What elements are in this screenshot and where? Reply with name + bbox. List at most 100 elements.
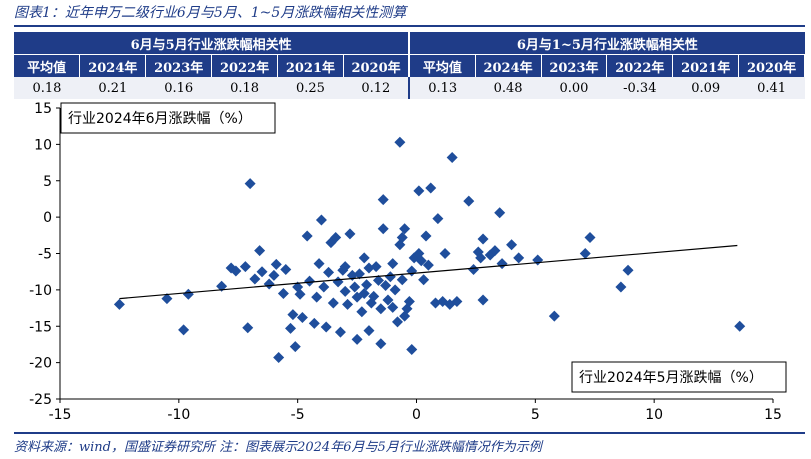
y-tick-label: -10 bbox=[29, 283, 52, 299]
scatter-point bbox=[358, 252, 370, 264]
scatter-point bbox=[439, 248, 451, 259]
figure-title: 图表1：近年申万二级行业6月与5月、1~5月涨跌幅相关性测算 bbox=[14, 5, 407, 21]
scatter-point bbox=[353, 268, 365, 280]
scatter-point bbox=[239, 261, 251, 273]
scatter-points bbox=[113, 136, 746, 364]
scatter-point bbox=[387, 258, 399, 270]
scatter-point bbox=[113, 298, 125, 310]
table-cell: 0.13 bbox=[408, 77, 476, 99]
scatter-point bbox=[339, 285, 351, 297]
group-header-may: 6月与5月行业涨跌幅相关性 bbox=[14, 32, 410, 55]
scatter-point bbox=[734, 320, 746, 332]
scatter-point bbox=[337, 264, 349, 276]
scatter-point bbox=[451, 296, 463, 308]
y-tick-label: 10 bbox=[34, 137, 52, 153]
scatter-point bbox=[339, 261, 351, 273]
scatter-point bbox=[361, 279, 373, 291]
scatter-point bbox=[304, 275, 316, 287]
scatter-point bbox=[342, 298, 354, 310]
table-value-row: 0.18 0.21 0.16 0.18 0.25 0.12 0.13 0.48 … bbox=[14, 77, 805, 99]
scatter-point bbox=[346, 269, 358, 281]
scatter-point bbox=[391, 316, 403, 328]
scatter-point bbox=[396, 231, 408, 243]
col-header: 2021年 bbox=[672, 54, 740, 77]
x-tick-label: 0 bbox=[412, 407, 421, 423]
scatter-point bbox=[494, 207, 506, 219]
table-cell: 0.18 bbox=[14, 77, 80, 99]
col-header: 2024年 bbox=[475, 54, 542, 77]
table-cell: 0.48 bbox=[475, 77, 541, 99]
trend-line bbox=[119, 244, 738, 300]
scatter-point bbox=[387, 301, 399, 313]
scatter-point bbox=[579, 248, 591, 259]
source-note: 资料来源：wind，国盛证券研究所 注：图表展示2024年6月与5月行业涨跌幅情… bbox=[14, 440, 542, 455]
scatter-point bbox=[415, 255, 427, 267]
correlation-table: 6月与5月行业涨跌幅相关性 6月与1~5月行业涨跌幅相关性 平均值 2024年 … bbox=[14, 32, 805, 99]
y-tick-label: 15 bbox=[34, 101, 52, 117]
scatter-point bbox=[178, 324, 190, 336]
scatter-point bbox=[363, 325, 375, 337]
scatter-point bbox=[396, 274, 408, 286]
scatter-point bbox=[349, 281, 361, 293]
table-cell: 0.00 bbox=[541, 77, 607, 99]
scatter-point bbox=[285, 322, 297, 334]
scatter-point bbox=[430, 297, 442, 309]
scatter-point bbox=[413, 185, 425, 197]
scatter-point bbox=[368, 290, 380, 302]
scatter-point bbox=[477, 233, 489, 245]
scatter-point bbox=[244, 178, 256, 190]
scatter-point bbox=[380, 280, 392, 292]
scatter-point bbox=[444, 298, 456, 310]
scatter-point bbox=[406, 265, 418, 277]
table-cell: 0.12 bbox=[343, 77, 410, 99]
scatter-point bbox=[432, 213, 444, 225]
y-tick-label: 0 bbox=[43, 210, 52, 226]
scatter-point bbox=[320, 321, 332, 333]
scatter-point bbox=[358, 288, 370, 300]
scatter-point bbox=[182, 288, 194, 300]
scatter-point bbox=[327, 297, 339, 309]
col-header: 2021年 bbox=[277, 54, 344, 77]
y-tick-label: -25 bbox=[29, 392, 52, 408]
table-cell: 0.09 bbox=[672, 77, 739, 99]
y-tick-label: 5 bbox=[43, 174, 52, 190]
scatter-point bbox=[313, 258, 325, 270]
y-tick-label: -5 bbox=[38, 247, 52, 263]
scatter-point bbox=[270, 258, 282, 270]
scatter-point bbox=[489, 245, 501, 257]
table-cell: 0.18 bbox=[211, 77, 278, 99]
scatter-point bbox=[356, 306, 368, 318]
scatter-point bbox=[389, 284, 401, 296]
y-axis-label: 行业2024年6月涨跌幅（%） bbox=[68, 111, 252, 127]
scatter-point bbox=[468, 264, 480, 276]
table-cell: -0.34 bbox=[606, 77, 673, 99]
scatter-point bbox=[584, 231, 596, 243]
scatter-point bbox=[254, 245, 266, 257]
scatter-point bbox=[230, 265, 242, 277]
scatter-point bbox=[323, 266, 335, 278]
scatter-point bbox=[506, 239, 518, 251]
scatter-point bbox=[334, 326, 346, 338]
scatter-point bbox=[308, 317, 320, 329]
table-group-header-row: 6月与5月行业涨跌幅相关性 6月与1~5月行业涨跌幅相关性 bbox=[14, 32, 805, 55]
col-header: 2023年 bbox=[541, 54, 608, 77]
scatter-point bbox=[496, 258, 508, 270]
scatter-point bbox=[475, 252, 487, 264]
scatter-point bbox=[463, 195, 475, 207]
scatter-point bbox=[403, 296, 415, 308]
scatter-point bbox=[394, 136, 406, 148]
x-tick-label: -5 bbox=[291, 407, 305, 423]
scatter-point bbox=[311, 291, 323, 303]
scatter-point bbox=[446, 151, 458, 163]
scatter-point bbox=[372, 274, 384, 286]
scatter-point bbox=[330, 231, 342, 243]
scatter-point bbox=[384, 271, 396, 283]
scatter-point bbox=[399, 223, 411, 235]
scatter-point bbox=[287, 309, 299, 321]
table-cell: 0.41 bbox=[738, 77, 805, 99]
x-tick-label: -10 bbox=[167, 407, 190, 423]
scatter-point bbox=[406, 344, 418, 356]
col-header: 2022年 bbox=[606, 54, 674, 77]
x-axis-label-box: 行业2024年5月涨跌幅（%） bbox=[571, 361, 787, 393]
